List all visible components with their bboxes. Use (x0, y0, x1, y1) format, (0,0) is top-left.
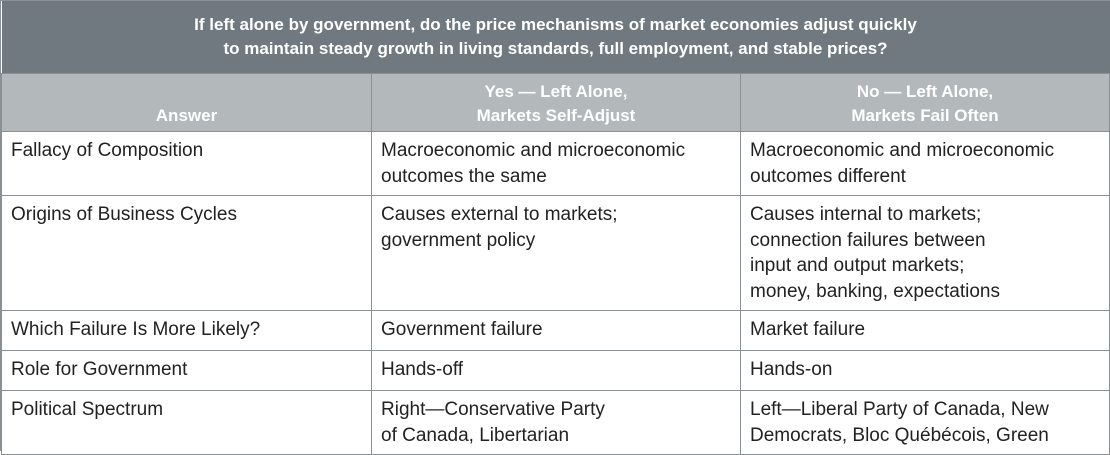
no-cell-line: Hands-on (750, 359, 833, 380)
table-row: Political Spectrum Right—Conservative Pa… (1, 390, 1110, 455)
question-line-2: to maintain steady growth in living stan… (223, 39, 888, 58)
yes-cell-line: Macroeconomic and microeconomic (381, 140, 686, 161)
no-cell-line: Market failure (750, 319, 866, 340)
yes-cell: Government failure (371, 310, 741, 351)
column-header-no-line-2: Markets Fail Often (851, 106, 999, 125)
table-row: Which Failure Is More Likely? Government… (1, 310, 1110, 351)
row-label-cell: Role for Government (1, 350, 372, 391)
yes-cell-line: Causes external to markets; (381, 204, 618, 225)
no-cell: Market failure (739, 310, 1110, 351)
column-header-yes: Yes — Left Alone, Markets Self-Adjust (371, 73, 741, 132)
column-header-answer: Answer (1, 73, 372, 132)
table-row: Role for Government Hands-off Hands-on (1, 350, 1110, 391)
row-label-cell: Origins of Business Cycles (1, 195, 372, 311)
table-row: Fallacy of Composition Macroeconomic and… (1, 131, 1110, 196)
yes-cell-line: government policy (381, 229, 536, 251)
no-cell: Hands-on (739, 350, 1110, 391)
row-label-cell: Which Failure Is More Likely? (1, 310, 372, 351)
row-label-cell: Fallacy of Composition (1, 131, 372, 196)
row-label: Which Failure Is More Likely? (11, 319, 261, 340)
table-row: Origins of Business Cycles Causes extern… (1, 195, 1110, 311)
column-header-yes-line-2: Markets Self-Adjust (476, 106, 636, 125)
row-label: Origins of Business Cycles (11, 204, 237, 225)
no-cell-line: connection failures between (750, 229, 986, 251)
row-label: Role for Government (11, 359, 188, 380)
question-line-1: If left alone by government, do the pric… (194, 15, 917, 34)
no-cell-line: outcomes different (750, 165, 906, 187)
column-header-no: No — Left Alone, Markets Fail Often (739, 73, 1110, 132)
yes-cell: Right—Conservative Party of Canada, Libe… (371, 390, 741, 455)
no-cell-line: Macroeconomic and microeconomic (750, 140, 1055, 161)
yes-cell-line: of Canada, Libertarian (381, 424, 570, 446)
no-cell-line: Causes internal to markets; (750, 204, 982, 225)
yes-cell-line: outcomes the same (381, 165, 547, 187)
column-header-answer-label: Answer (155, 106, 218, 125)
yes-cell: Causes external to markets; government p… (371, 195, 741, 311)
row-label-cell: Political Spectrum (1, 390, 372, 455)
row-label: Fallacy of Composition (11, 140, 204, 161)
column-header-yes-line-1: Yes — Left Alone, (484, 82, 628, 101)
no-cell-line: input and output markets; (750, 255, 965, 276)
yes-cell-line: Hands-off (381, 359, 464, 380)
row-label: Political Spectrum (11, 399, 164, 420)
question-header: If left alone by government, do the pric… (1, 1, 1110, 74)
no-cell: Macroeconomic and microeconomic outcomes… (739, 131, 1110, 196)
yes-cell-line: Government failure (381, 319, 543, 340)
no-cell-line: money, banking, expectations (750, 280, 1000, 302)
no-cell-line: Left—Liberal Party of Canada, New (750, 399, 1049, 420)
yes-cell: Macroeconomic and microeconomic outcomes… (371, 131, 741, 196)
no-cell: Left—Liberal Party of Canada, New Democr… (739, 390, 1110, 455)
yes-cell-line: Right—Conservative Party (381, 399, 605, 420)
yes-cell: Hands-off (371, 350, 741, 391)
column-header-no-line-1: No — Left Alone, (856, 82, 994, 101)
no-cell: Causes internal to markets; connection f… (739, 195, 1110, 311)
no-cell-line: Democrats, Bloc Québécois, Green (750, 424, 1049, 446)
